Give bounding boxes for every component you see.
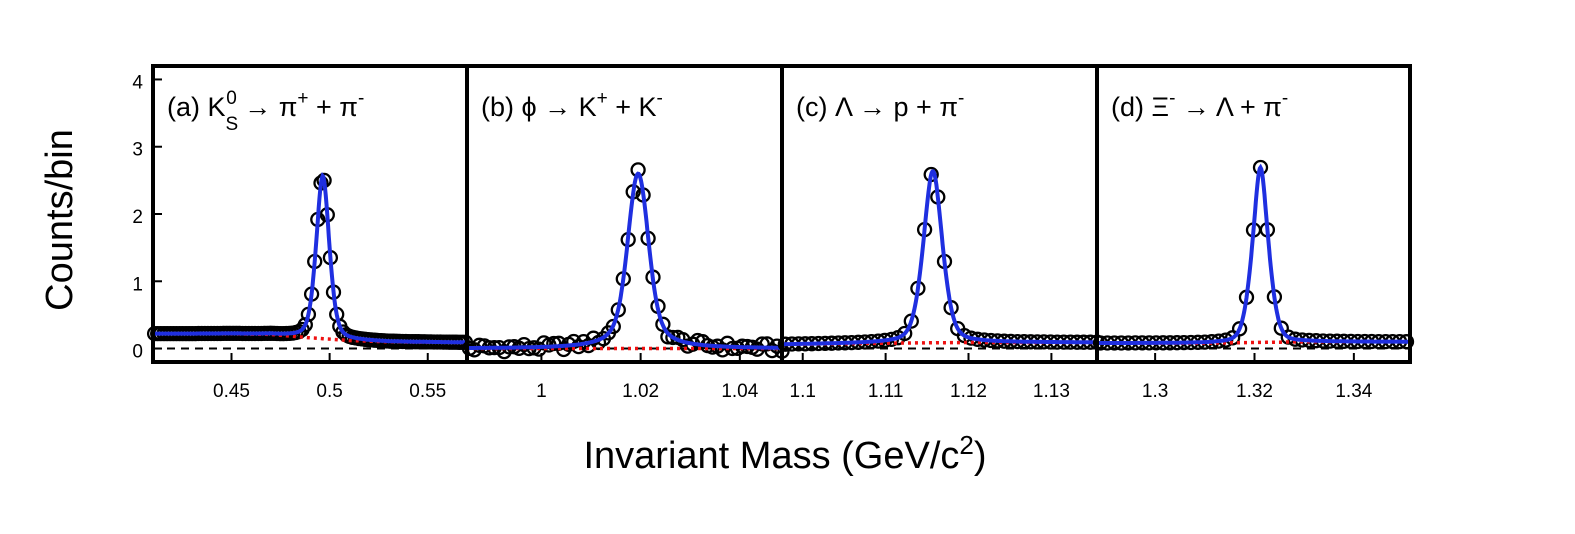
- panel-c: 1.1 1.11 1.12 1.13 (c) Λ → p + π-: [777, 64, 1105, 402]
- panel-label-part-a-4: +: [297, 88, 308, 109]
- data-points-d: [1092, 159, 1415, 351]
- x-tick-label-d-2: 1.34: [1335, 381, 1372, 402]
- data-point-a-48: [297, 317, 313, 333]
- y-axis-title: Counts/bin: [39, 129, 81, 311]
- x-tick-label-a-2: 0.55: [409, 381, 446, 402]
- panel-a: 0.45 0.5 0.55 (a) KS 0 → π+ + π-: [146, 64, 474, 402]
- panel-d: 1.3 1.32 1.34(d) Ξ- → Λ + π-: [1092, 64, 1415, 402]
- x-tick-label-d-0: 1.3: [1142, 381, 1168, 402]
- panel-label-part-a-0: K: [208, 92, 226, 122]
- panel-label-part-a-5: + π: [309, 92, 358, 122]
- panel-b: 1 1.02 1.04 (b) ϕ → K+ + K-: [461, 64, 790, 402]
- data-points-c: [777, 166, 1105, 352]
- panel-label-c: (c) Λ → p + π-: [796, 88, 964, 122]
- panel-label-b: (b) ϕ → K+ + K-: [481, 88, 663, 122]
- panel-label-part-a-3: → π: [237, 92, 298, 122]
- fit-curve-a: [153, 172, 467, 345]
- panel-label-part-b-1: +: [597, 88, 608, 109]
- panel-label-part-c-0: Λ → p + π: [835, 92, 958, 122]
- x-tick-label-b-2: 1.04: [721, 381, 758, 402]
- data-point-b-39: [655, 316, 671, 332]
- y-tick-label-4: 4: [132, 72, 143, 93]
- panel-label-part-d-0: Ξ: [1152, 92, 1170, 122]
- data-point-b-29: [605, 318, 621, 335]
- panel-label-part-a-6: -: [358, 88, 364, 109]
- panel-tag-a: (a): [167, 92, 208, 122]
- y-tick-label-2: 2: [132, 207, 143, 228]
- data-point-b-19: [556, 341, 572, 358]
- x-tick-label-a-0: 0.45: [213, 381, 250, 402]
- data-point-b-41: [665, 329, 681, 346]
- x-tick-label-b-0: 1: [536, 381, 547, 402]
- panel-tag-b: (b): [481, 92, 522, 122]
- data-point-c-18: [897, 325, 913, 342]
- x-tick-label-c-3: 1.13: [1033, 381, 1070, 402]
- fit-curve-c: [782, 169, 1097, 347]
- panel-label-d: (d) Ξ- → Λ + π-: [1111, 88, 1288, 122]
- x-axis-title: Invariant Mass (GeV/c2): [583, 430, 986, 477]
- panels-layer: 0.45 0.5 0.55(a) KS0 → π+ + π-1 1.02 1.04(b)…: [146, 64, 1415, 402]
- panel-frame-d: [1095, 64, 1412, 364]
- x-axis-title-main: Invariant Mass (GeV/c: [583, 435, 959, 477]
- data-point-b-61: [764, 342, 780, 359]
- panel-label-part-b-3: -: [657, 88, 663, 109]
- panel-tag-d: (d): [1111, 92, 1152, 122]
- fit-curve-b: [467, 171, 782, 350]
- data-point-b-2: [471, 337, 488, 353]
- data-points-a: [146, 172, 474, 350]
- panel-label-part-d-3: -: [1282, 88, 1288, 109]
- y-tick-label-3: 3: [132, 140, 143, 161]
- panel-label-part-b-0: ϕ → K: [522, 92, 597, 122]
- x-tick-label-d-1: 1.32: [1236, 381, 1273, 402]
- panel-label-part-d-2: → Λ + π: [1175, 92, 1281, 122]
- x-axis-title-superscript: 2: [959, 430, 973, 460]
- panel-label-part-a-1: S: [226, 114, 239, 135]
- x-tick-label-c-2: 1.12: [950, 381, 987, 402]
- panel-tag-c: (c): [796, 92, 835, 122]
- y-tick-label-0: 0: [132, 342, 143, 363]
- panel-label-a: (a) KS 0 → π+ + π-: [167, 88, 364, 135]
- y-axis: 0 1 2 3 4: [132, 72, 162, 363]
- panel-label-part-c-1: -: [958, 88, 964, 109]
- fit-curve-d: [1097, 163, 1410, 345]
- panel-label-part-d-1: -: [1169, 88, 1175, 109]
- panel-label-part-b-2: + K: [608, 92, 657, 122]
- x-tick-label-b-1: 1.02: [622, 381, 659, 402]
- data-point-d-20: [1231, 321, 1248, 337]
- panel-label-part-a-2: 0: [226, 88, 237, 109]
- x-axis-title-close: ): [974, 435, 987, 477]
- x-tick-label-c-1: 1.11: [868, 381, 904, 402]
- x-tick-label-c-0: 1.1: [790, 381, 816, 402]
- y-tick-label-1: 1: [132, 274, 143, 295]
- x-tick-label-a-1: 0.5: [316, 381, 342, 402]
